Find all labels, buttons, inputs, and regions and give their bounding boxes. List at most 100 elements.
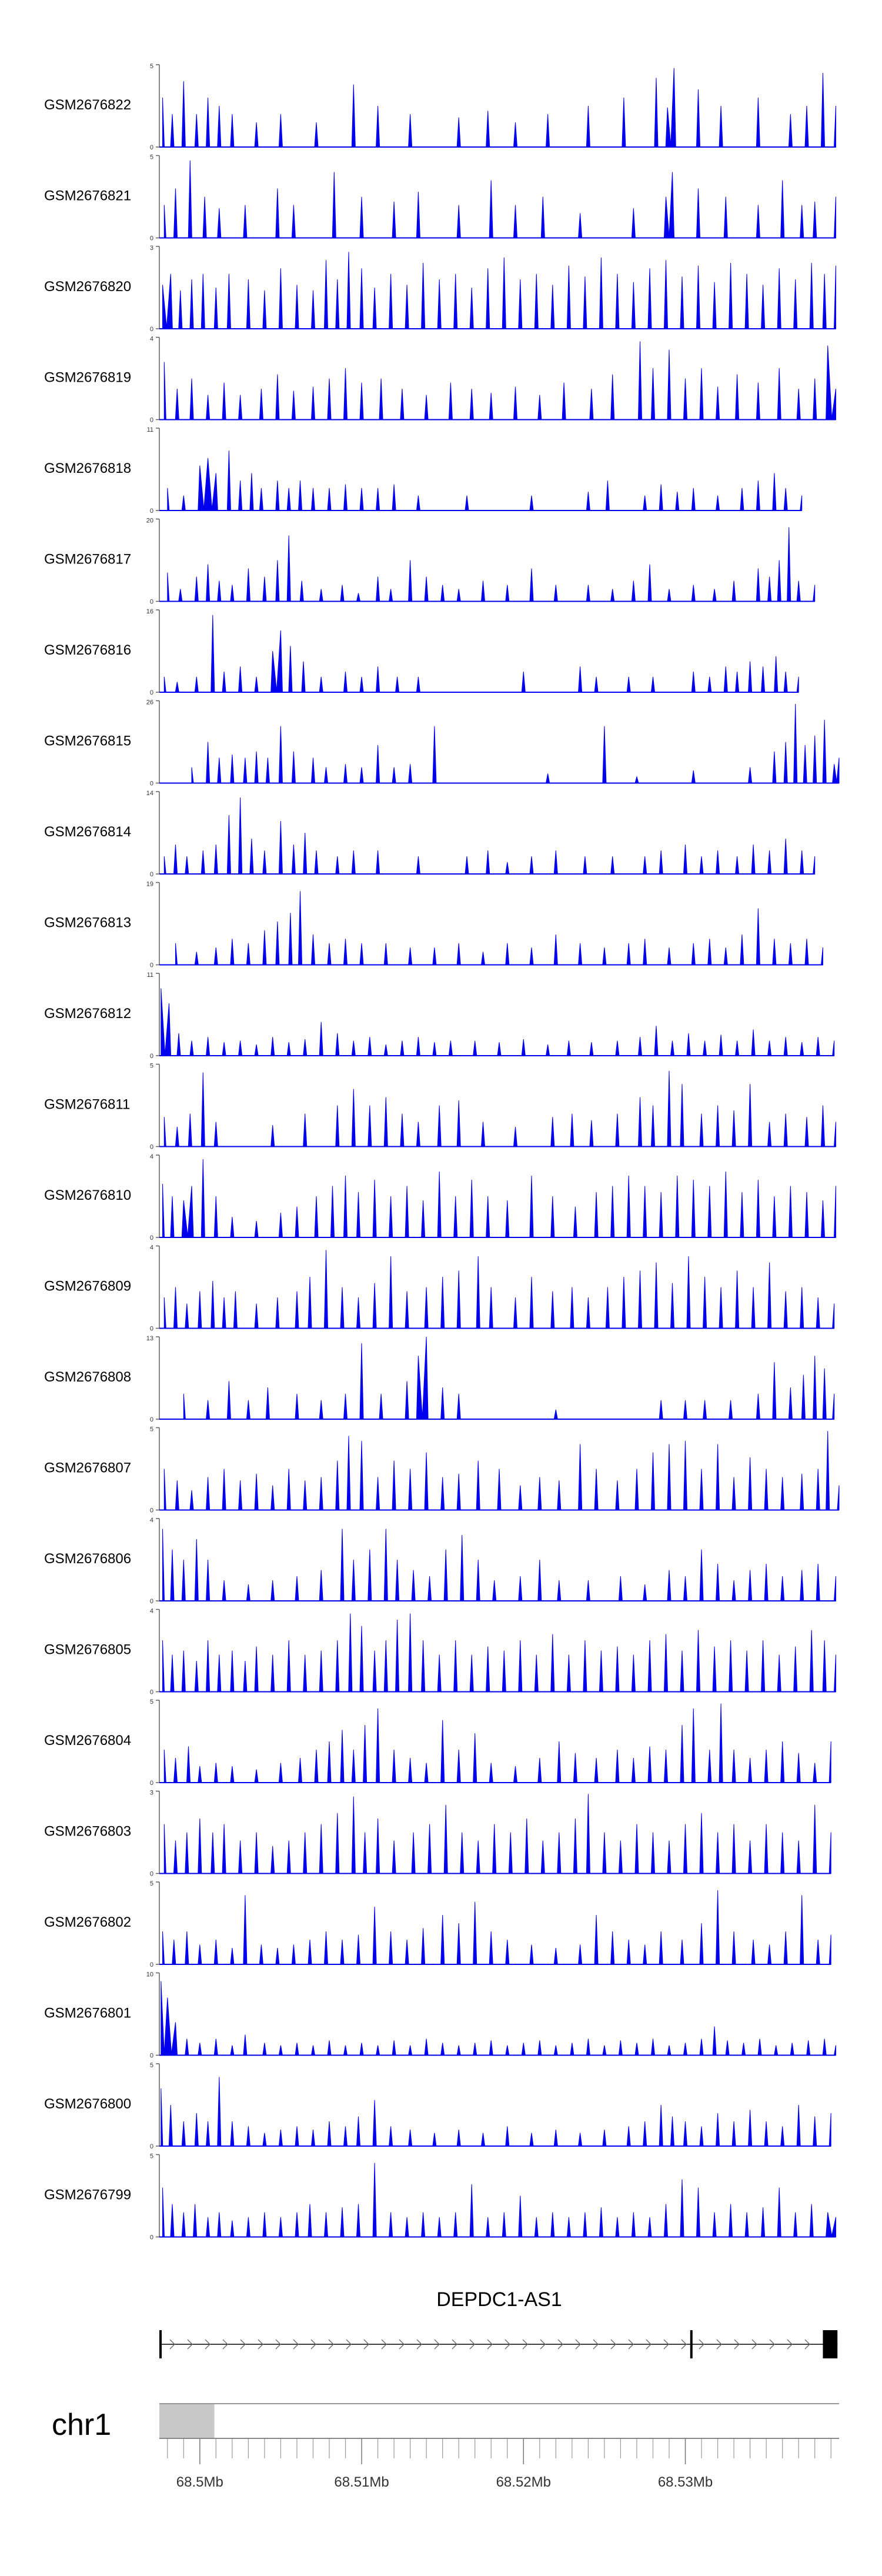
track-GSM2676818: GSM2676818 11 0 — [44, 426, 803, 515]
strand-arrow — [399, 2339, 405, 2350]
y-tick-label-max: 5 — [150, 2062, 153, 2069]
strand-arrow — [769, 2339, 775, 2350]
y-tick-label-max: 3 — [150, 245, 153, 252]
strand-arrow — [716, 2339, 722, 2350]
coverage-area — [162, 68, 836, 148]
strand-arrow — [346, 2339, 352, 2350]
tick-label: 68.5Mb — [176, 2474, 223, 2490]
signal-tracks: GSM267682250GSM267682150GSM267682030GSM2… — [44, 63, 840, 2241]
tick-label: 68.53Mb — [658, 2474, 713, 2490]
y-tick-label-min: 0 — [150, 144, 153, 151]
track-label: GSM2676808 — [44, 1369, 131, 1385]
track-label: GSM2676801 — [44, 2006, 131, 2021]
y-tick-label-min: 0 — [150, 871, 153, 878]
track-GSM2676820: GSM2676820 3 0 — [44, 245, 836, 333]
coverage-area — [163, 1070, 836, 1147]
track-label: GSM2676815 — [44, 733, 131, 749]
track-label: GSM2676809 — [44, 1279, 131, 1294]
y-tick-label-max: 20 — [146, 518, 153, 525]
strand-arrow — [240, 2339, 246, 2350]
strand-arrow — [222, 2339, 228, 2350]
coverage-area — [161, 1981, 836, 2056]
track-GSM2676816: GSM2676816 16 0 — [44, 608, 799, 696]
y-tick-label-min: 0 — [150, 1598, 153, 1605]
track-GSM2676821: GSM2676821 5 0 — [44, 154, 836, 242]
track-GSM2676811: GSM2676811 5 0 — [44, 1063, 836, 1151]
strand-arrow — [363, 2339, 369, 2350]
y-tick-label-max: 4 — [150, 336, 153, 343]
track-GSM2676817: GSM2676817 20 0 — [44, 518, 816, 606]
strand-arrow — [169, 2339, 175, 2350]
y-tick-label-min: 0 — [150, 689, 153, 696]
strand-arrow — [487, 2339, 493, 2350]
coverage-area — [162, 1890, 831, 1965]
exon — [690, 2330, 693, 2358]
strand-arrow — [522, 2339, 528, 2350]
strand-arrow — [699, 2339, 704, 2350]
y-tick-label-max: 5 — [150, 1699, 153, 1706]
y-tick-label-max: 5 — [150, 1063, 153, 1070]
track-label: GSM2676819 — [44, 370, 131, 386]
track-label: GSM2676818 — [44, 461, 131, 476]
y-tick-label-min: 0 — [150, 1689, 153, 1696]
y-tick-label-max: 3 — [150, 1790, 153, 1797]
coverage-area — [163, 797, 816, 875]
strand-arrow — [505, 2339, 510, 2350]
track-label: GSM2676812 — [44, 1006, 131, 1022]
strand-arrow — [610, 2339, 616, 2350]
y-tick-label-max: 13 — [146, 1335, 153, 1342]
y-tick-label-min: 0 — [150, 2053, 153, 2060]
y-tick-label-max: 19 — [146, 881, 153, 888]
coverage-area — [162, 1613, 836, 1692]
y-tick-label-max: 4 — [150, 1244, 153, 1252]
y-tick-label-min: 0 — [150, 1961, 153, 1968]
coverage-area — [161, 988, 835, 1056]
track-label: GSM2676807 — [44, 1460, 131, 1476]
coverage-area — [161, 2077, 831, 2147]
y-tick-label-min: 0 — [150, 1144, 153, 1151]
coverage-area — [167, 527, 816, 602]
coverage-area — [163, 1794, 831, 1874]
y-tick-label-min: 0 — [150, 962, 153, 969]
strand-arrow — [751, 2339, 757, 2350]
y-tick-label-min: 0 — [150, 235, 153, 242]
coverage-area — [162, 2163, 836, 2237]
track-label: GSM2676817 — [44, 552, 131, 568]
track-GSM2676801: GSM2676801 10 0 — [44, 1971, 836, 2060]
y-tick-label-min: 0 — [150, 1416, 153, 1423]
strand-arrow — [310, 2339, 316, 2350]
y-tick-label-min: 0 — [150, 1234, 153, 1242]
track-GSM2676807: GSM2676807 5 0 — [44, 1426, 840, 1514]
tick-label: 68.51Mb — [334, 2474, 389, 2490]
y-tick-label-min: 0 — [150, 1053, 153, 1060]
coverage-area — [191, 703, 840, 783]
strand-arrow — [275, 2339, 281, 2350]
coverage-area — [162, 252, 836, 329]
strand-arrow — [205, 2339, 211, 2350]
strand-arrow — [452, 2339, 457, 2350]
y-tick-label-max: 5 — [150, 154, 153, 161]
coverage-area — [163, 341, 836, 420]
track-label: GSM2676822 — [44, 97, 131, 113]
y-tick-label-min: 0 — [150, 2143, 153, 2150]
y-tick-label-max: 11 — [147, 972, 153, 979]
y-tick-label-max: 5 — [150, 2153, 153, 2160]
track-GSM2676802: GSM2676802 5 0 — [44, 1880, 831, 1968]
track-GSM2676810: GSM2676810 4 0 — [44, 1153, 836, 1242]
track-label: GSM2676816 — [44, 642, 131, 658]
coverage-area — [167, 451, 803, 511]
y-tick-label-min: 0 — [150, 2234, 153, 2241]
strand-arrow — [540, 2339, 546, 2350]
strand-arrow — [557, 2339, 563, 2350]
track-label: GSM2676800 — [44, 2096, 131, 2112]
track-GSM2676815: GSM2676815 26 0 — [44, 699, 840, 788]
strand-arrow — [328, 2339, 334, 2350]
track-label: GSM2676803 — [44, 1824, 131, 1840]
y-tick-label-min: 0 — [150, 508, 153, 515]
track-label: GSM2676814 — [44, 824, 131, 840]
y-tick-label-max: 16 — [146, 608, 153, 615]
track-label: GSM2676799 — [44, 2187, 131, 2203]
y-tick-label-max: 14 — [146, 790, 153, 797]
strand-arrow — [804, 2339, 810, 2350]
